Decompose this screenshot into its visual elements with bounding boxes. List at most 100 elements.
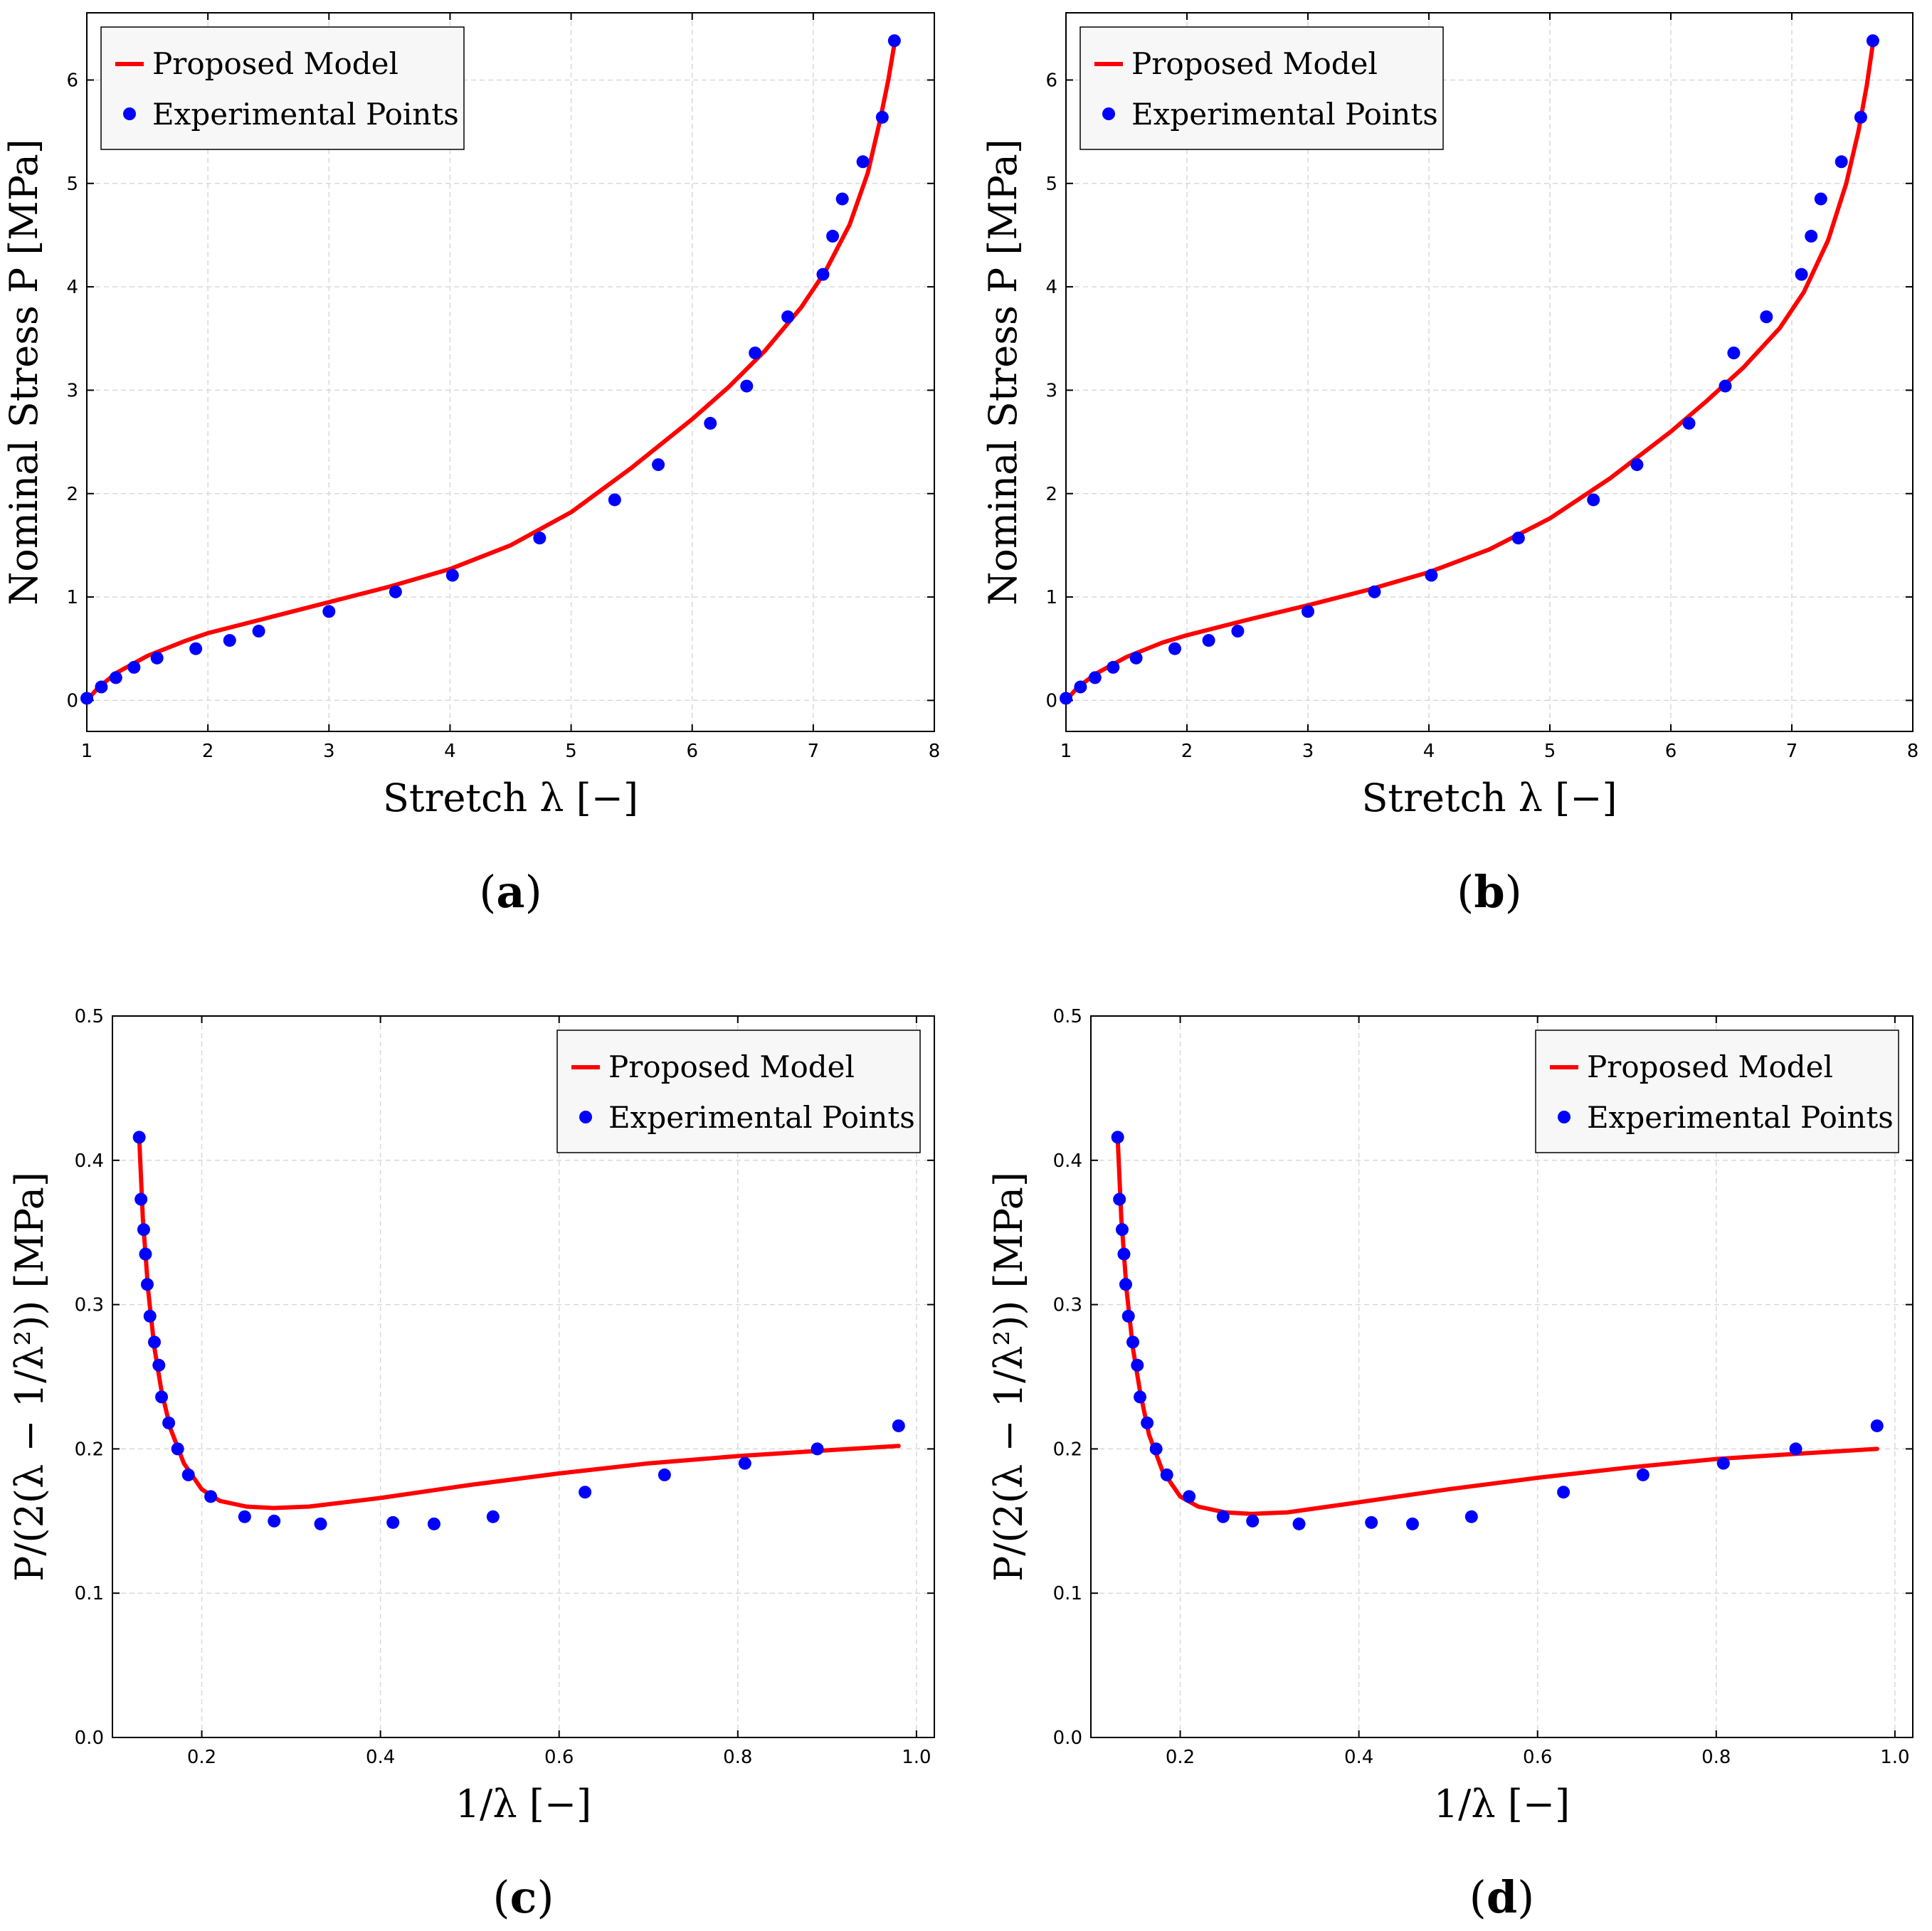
data-point <box>268 1514 281 1528</box>
legend-label-experimental-points: Experimental Points <box>1131 97 1438 132</box>
y-tick-label: 0.3 <box>75 1295 104 1316</box>
data-point <box>1587 493 1600 507</box>
data-point <box>1113 1192 1126 1206</box>
series-line-proposed-model <box>87 41 897 703</box>
y-tick-label: 0.2 <box>1053 1439 1082 1460</box>
y-tick-label: 6 <box>66 70 78 91</box>
data-point <box>1302 605 1314 618</box>
data-point <box>1464 1510 1478 1523</box>
data-point <box>134 1192 148 1206</box>
data-point <box>1716 1456 1730 1470</box>
data-point <box>204 1490 218 1503</box>
y-tick-label: 4 <box>1045 277 1057 298</box>
data-point <box>1121 1309 1135 1323</box>
data-point <box>181 1468 195 1481</box>
x-tick-label: 4 <box>444 741 456 762</box>
y-tick-label: 0.2 <box>75 1439 104 1460</box>
axes-frame <box>1065 12 1913 732</box>
series-points-experimental <box>1111 1131 1884 1530</box>
legend: Proposed Model Experimental Points <box>1535 1030 1899 1153</box>
data-point <box>252 625 265 638</box>
data-point <box>1795 268 1808 281</box>
data-point <box>1168 642 1181 655</box>
data-point <box>749 346 762 360</box>
data-point <box>1630 458 1644 472</box>
data-point <box>1511 531 1525 545</box>
panel-label: (a) <box>479 866 542 918</box>
x-tick-label: 0.4 <box>1344 1747 1373 1768</box>
data-point <box>189 642 203 655</box>
y-tick-label: 0.3 <box>1053 1295 1082 1316</box>
legend-point-swatch <box>123 107 136 120</box>
y-tick-label: 0.4 <box>75 1150 104 1172</box>
data-point <box>1727 346 1741 360</box>
data-point <box>1111 1131 1124 1144</box>
data-point <box>740 379 754 393</box>
data-point <box>811 1442 824 1456</box>
data-point <box>826 229 840 243</box>
data-point <box>1292 1517 1306 1530</box>
data-point <box>386 1515 400 1529</box>
legend-box <box>1535 1030 1899 1153</box>
data-point <box>1183 1490 1196 1503</box>
y-axis-label: Nominal Stress P [MPa] <box>1 139 46 605</box>
x-tick-label: 4 <box>1423 741 1435 762</box>
data-point <box>1141 1416 1154 1429</box>
y-tick-label: 0 <box>1045 690 1057 711</box>
x-axis-label: 1/λ [−] <box>1434 1782 1570 1826</box>
data-point <box>781 310 795 324</box>
data-point <box>1246 1514 1260 1528</box>
x-tick-label: 3 <box>1302 741 1314 762</box>
axes-frame <box>86 12 935 732</box>
data-point <box>148 1335 162 1349</box>
data-point <box>445 568 459 582</box>
legend-label-proposed-model: Proposed Model <box>1131 46 1378 81</box>
data-point <box>132 1131 146 1144</box>
legend-box <box>100 26 465 150</box>
legend-label-experimental-points: Experimental Points <box>1587 1100 1894 1135</box>
y-tick-label: 0.0 <box>75 1728 104 1749</box>
data-point <box>1636 1468 1649 1481</box>
data-point <box>875 110 889 124</box>
x-tick-label: 1.0 <box>1880 1747 1909 1768</box>
y-tick-label: 0.0 <box>1053 1728 1082 1749</box>
data-point <box>658 1468 671 1481</box>
data-point <box>1160 1468 1173 1481</box>
y-tick-label: 5 <box>1045 174 1057 195</box>
x-tick-label: 2 <box>1181 741 1193 762</box>
y-tick-label: 2 <box>1045 484 1057 505</box>
data-point <box>1134 1390 1147 1404</box>
legend-box <box>1080 26 1444 150</box>
x-tick-label: 7 <box>1786 741 1798 762</box>
data-point <box>486 1510 500 1523</box>
data-point <box>223 634 236 647</box>
data-point <box>143 1309 157 1323</box>
y-tick-label: 4 <box>66 277 78 298</box>
data-point <box>137 1223 150 1237</box>
x-tick-label: 8 <box>929 741 941 762</box>
data-point <box>1866 34 1879 48</box>
x-tick-label: 0.6 <box>544 1747 574 1768</box>
legend-label-experimental-points: Experimental Points <box>152 97 459 132</box>
data-point <box>140 1278 154 1291</box>
y-tick-label: 0 <box>66 690 78 711</box>
data-point <box>892 1419 905 1432</box>
data-point <box>95 680 108 694</box>
legend: Proposed Model Experimental Points <box>556 1030 921 1153</box>
data-point <box>1760 310 1773 324</box>
panel-label: (d) <box>1469 1871 1535 1923</box>
x-axis-label: Stretch λ [−] <box>1361 776 1617 820</box>
data-point <box>139 1247 152 1261</box>
series-points-experimental <box>132 1131 905 1530</box>
data-point <box>1107 660 1120 674</box>
data-point <box>389 585 402 598</box>
data-point <box>155 1390 169 1404</box>
x-tick-label: 0.2 <box>187 1747 216 1768</box>
y-tick-label: 0.4 <box>1053 1150 1082 1172</box>
data-point <box>1870 1419 1884 1432</box>
data-point <box>171 1442 184 1456</box>
data-point <box>1557 1486 1571 1499</box>
data-point <box>1119 1278 1132 1291</box>
